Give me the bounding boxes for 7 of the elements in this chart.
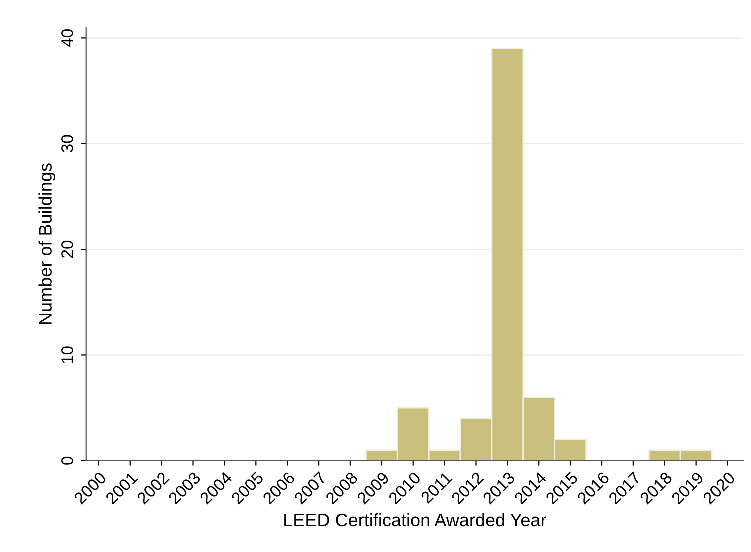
y-tick-label: 30 — [62, 135, 74, 152]
y-tick-label: 0 — [62, 456, 74, 465]
y-tick-label: 10 — [62, 346, 74, 364]
y-tick-label: 40 — [62, 30, 74, 48]
y-axis-title: Number of Buildings — [38, 164, 56, 324]
y-tick-label: 20 — [62, 240, 74, 258]
x-axis-title: LEED Certification Awarded Year — [284, 513, 546, 527]
